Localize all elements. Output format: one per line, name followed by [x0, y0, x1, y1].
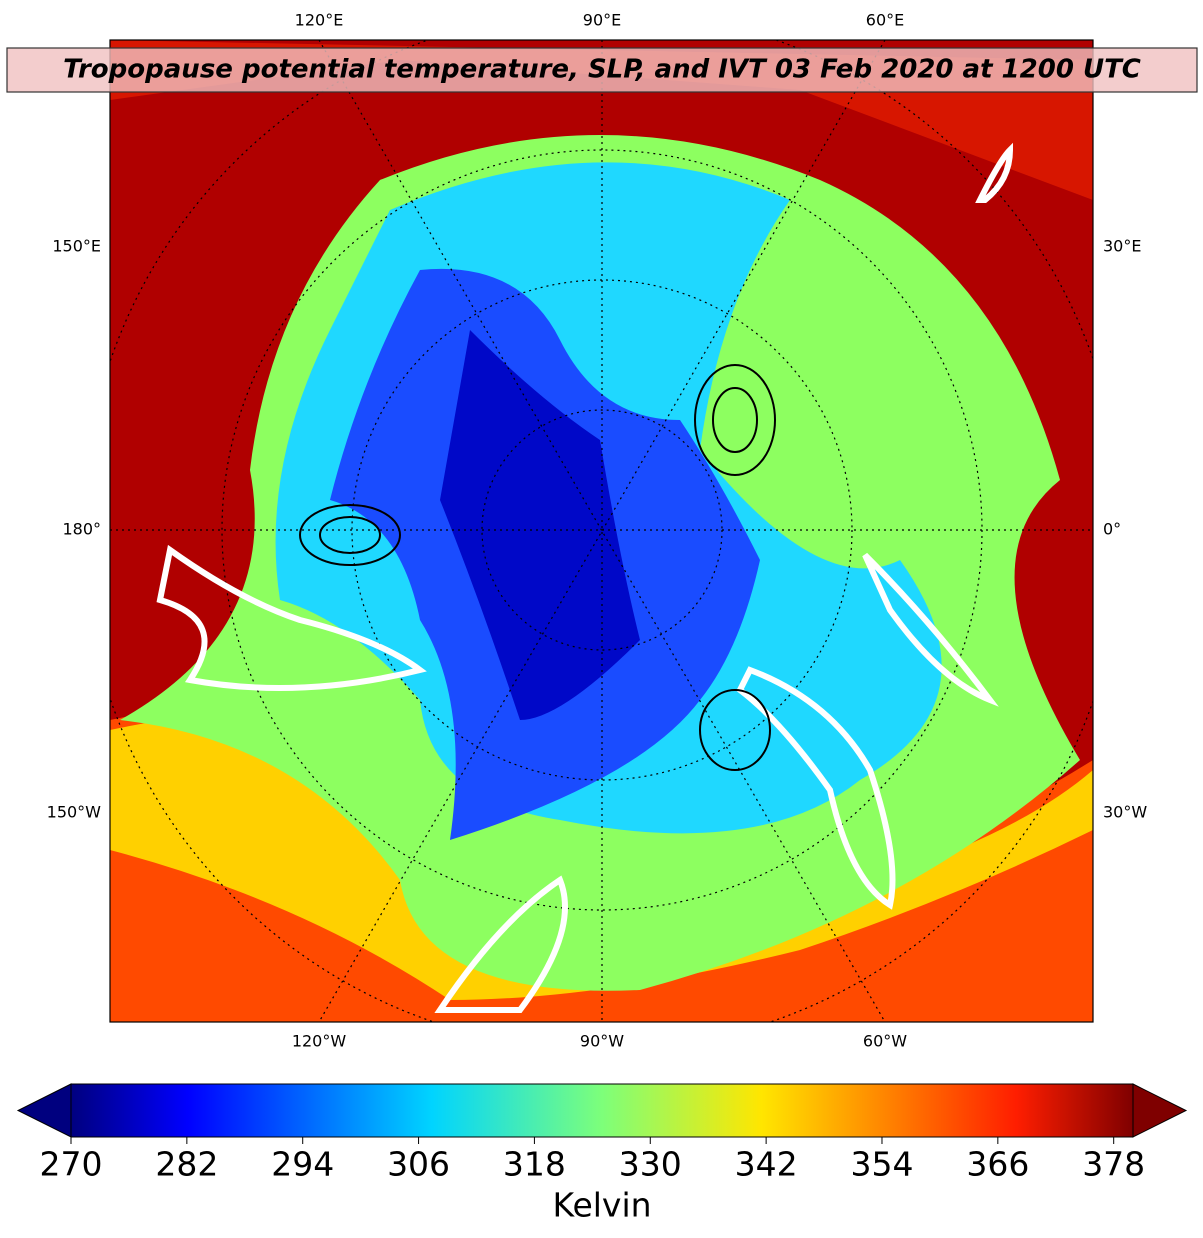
lon-label: 0°	[1103, 520, 1121, 539]
lon-label: 30°W	[1103, 803, 1147, 822]
colorbar-extend-low	[16, 1083, 72, 1138]
lon-label: 180°	[62, 520, 101, 539]
lon-label: 30°E	[1103, 237, 1141, 256]
map-frame	[109, 39, 1094, 1023]
colorbar-frame	[70, 1083, 1134, 1138]
colorbar-tick-label: 378	[1082, 1145, 1145, 1184]
graticule-labels: 120°E 90°E 60°E 120°W 90°W 60°W 150°E 180° 150°W…	[47, 11, 1148, 1051]
colorbar-tick-label: 270	[40, 1145, 103, 1184]
colorbar-tick-label: 294	[271, 1145, 334, 1184]
colorbar-body	[71, 1084, 1133, 1137]
colorbar-tick-label: 354	[850, 1145, 913, 1184]
title-box	[6, 47, 1198, 93]
colorbar: Kelvin 270 282 294 306 318 330 342 354 366 378	[16, 1083, 1188, 1225]
lon-label: 60°E	[866, 11, 904, 30]
lon-label: 60°W	[863, 1032, 907, 1051]
lon-label: 150°E	[52, 237, 101, 256]
lon-label: 120°E	[295, 11, 344, 30]
lon-label: 150°W	[47, 803, 102, 822]
lon-label: 90°W	[580, 1032, 624, 1051]
map	[110, 40, 1093, 1022]
colorbar-label: Kelvin	[552, 1186, 651, 1225]
colorbar-tick-label: 366	[966, 1145, 1029, 1184]
colorbar-tick-label: 330	[619, 1145, 682, 1184]
colorbar-tick-label: 342	[735, 1145, 798, 1184]
colorbar-tick-label: 318	[503, 1145, 566, 1184]
colorbar-tick-label: 282	[155, 1145, 218, 1184]
title: Tropopause potential temperature, SLP, a…	[63, 55, 1141, 85]
colorbar-tick-label: 306	[387, 1145, 450, 1184]
colorbar-extend-high	[1132, 1083, 1188, 1138]
lon-label: 120°W	[292, 1032, 347, 1051]
lon-label: 90°E	[583, 11, 621, 30]
